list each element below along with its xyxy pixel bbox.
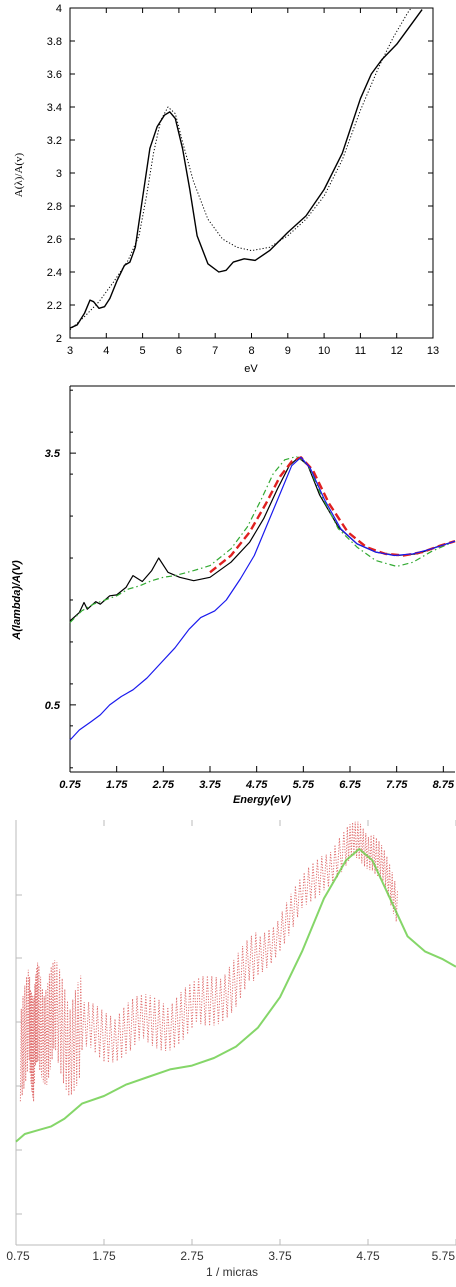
chart1-ytick-label: 2.4: [47, 267, 62, 279]
chart3-xtick-label: 5.75: [432, 1249, 456, 1263]
chart1-ytick-label: 3.4: [47, 102, 62, 114]
chart-panel-3: 0.75 1.75 2.75 3.75 4.75 5.75 1 / micras: [6, 820, 456, 1279]
chart1-ytick-label: 2.2: [47, 300, 62, 312]
chart1-xtick-label: 9: [285, 345, 291, 357]
chart1-ytick-label: 2.6: [47, 234, 62, 246]
chart3-series-2-line: [15, 848, 456, 1143]
chart1-ytick-label: 2.8: [47, 201, 62, 213]
chart2-xtick-label: 1.75: [106, 779, 128, 791]
chart2-series-2-line: [69, 455, 456, 624]
chart1-xtick-label: 6: [176, 345, 182, 357]
chart2-xtick-label: 4.75: [245, 779, 268, 791]
chart1-xtick-label: 3: [67, 345, 73, 357]
chart3-xlabel: 1 / micras: [206, 1265, 258, 1279]
chart3-series-1-line: [19, 821, 398, 1102]
chart1-xtick-label: 5: [140, 345, 146, 357]
chart-panel-2: 0.75 1.75 2.75 3.75 4.75 5.75 6.75 7.75 8.75 0.5 3…: [11, 385, 456, 806]
chart1-ytick-label: 3: [56, 168, 62, 180]
chart-panel-1: 3 4 5 6 7 8 9 10 11 12 13 2 2.2 2.4 2.6 2.8 3 3.2 3.4 3.6 3.…: [13, 3, 439, 375]
chart1-ytick-label: 4: [56, 3, 62, 15]
chart2-ytick-label: 3.5: [45, 448, 61, 460]
chart2-xlabel: Energy(eV): [233, 794, 291, 806]
chart2-series-group: [69, 455, 456, 741]
chart2-series-3-line: [209, 456, 456, 574]
chart2-xtick-label: 8.75: [433, 779, 455, 791]
chart3-xtick-label: 0.75: [6, 1249, 30, 1263]
chart1-ylabel: A(λ)/A(v): [13, 152, 25, 197]
chart1-xtick-label: 7: [212, 345, 218, 357]
chart3-xtick-label: 1.75: [92, 1249, 116, 1263]
chart2-xtick-label: 3.75: [199, 779, 221, 791]
chart3-xtick-label: 3.75: [268, 1249, 292, 1263]
chart2-ytick-label: 0.5: [45, 700, 61, 712]
chart1-xtick-label: 13: [427, 345, 439, 357]
chart1-frame: [69, 7, 434, 339]
chart1-xtick-label: 8: [248, 345, 254, 357]
chart1-series-group: [69, 7, 423, 331]
chart1-ytick-label: 3.2: [47, 135, 62, 147]
chart2-xtick-label: 5.75: [293, 779, 315, 791]
chart1-series-1-line: [69, 9, 423, 329]
chart1-xtick-label: 10: [318, 345, 330, 357]
chart3-series-group: [15, 821, 456, 1143]
chart1-ytick-label: 3.8: [47, 36, 62, 48]
chart3-frame: [15, 820, 456, 1246]
chart2-xtick-label: 0.75: [59, 779, 81, 791]
chart3-ticks-group: 0.75 1.75 2.75 3.75 4.75 5.75: [6, 820, 456, 1263]
chart1-ytick-label: 2: [56, 333, 62, 345]
chart3-xtick-label: 2.75: [180, 1249, 204, 1263]
chart2-xtick-label: 7.75: [386, 779, 408, 791]
chart2-ticks-group: 0.75 1.75 2.75 3.75 4.75 5.75 6.75 7.75 8.75 0.5 3…: [45, 389, 455, 791]
chart3-xtick-label: 4.75: [356, 1249, 380, 1263]
chart2-xtick-label: 2.75: [152, 779, 175, 791]
chart2-ylabel: A(lambda)/A(V): [11, 560, 23, 641]
chart1-series-2-line: [69, 7, 412, 331]
chart2-series-4-line: [69, 456, 456, 741]
chart1-xlabel: eV: [244, 363, 258, 375]
chart1-xtick-label: 12: [391, 345, 403, 357]
chart1-ytick-label: 3.6: [47, 69, 62, 81]
chart1-xtick-label: 11: [355, 345, 366, 357]
chart2-xtick-label: 6.75: [339, 779, 361, 791]
chart2-series-1-line: [69, 456, 456, 622]
chart1-xtick-label: 4: [103, 345, 109, 357]
chart1-ticks-group: 3 4 5 6 7 8 9 10 11 12 13 2 2.2 2.4 2.6 2.8 3 3.2 3.4 3.6 3.…: [47, 3, 439, 357]
